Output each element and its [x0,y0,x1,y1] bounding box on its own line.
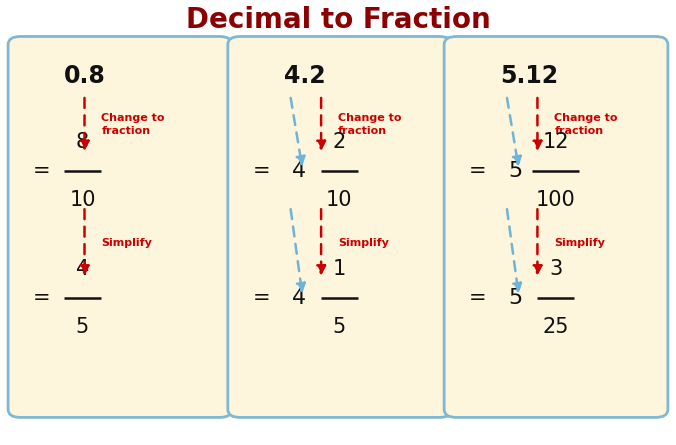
Text: Decimal to Fraction: Decimal to Fraction [186,6,490,34]
Text: Simplify: Simplify [101,238,152,247]
Text: Simplify: Simplify [554,238,605,247]
Text: 5: 5 [76,317,89,337]
Text: =: = [33,288,51,308]
FancyBboxPatch shape [228,36,452,417]
Text: =: = [253,162,270,181]
Text: 3: 3 [549,259,562,279]
FancyBboxPatch shape [444,36,668,417]
Text: Simplify: Simplify [338,238,389,247]
Text: =: = [253,288,270,308]
Text: 5: 5 [508,162,523,181]
Text: Change to
fraction: Change to fraction [101,113,165,136]
Text: 25: 25 [542,317,569,337]
Text: =: = [469,288,487,308]
Text: 1: 1 [333,259,346,279]
Text: 4.2: 4.2 [284,64,326,88]
Text: 10: 10 [326,190,353,210]
Text: 4: 4 [292,162,306,181]
Text: 8: 8 [76,133,89,152]
Text: Change to
fraction: Change to fraction [338,113,402,136]
FancyBboxPatch shape [8,36,232,417]
Text: Change to
fraction: Change to fraction [554,113,618,136]
Text: =: = [469,162,487,181]
Text: 0.8: 0.8 [64,64,106,88]
Text: 5: 5 [333,317,346,337]
Text: 4: 4 [292,288,306,308]
Text: 5: 5 [508,288,523,308]
Text: 2: 2 [333,133,346,152]
Text: 10: 10 [69,190,96,210]
Text: 12: 12 [542,133,569,152]
Text: 100: 100 [536,190,575,210]
Text: 5.12: 5.12 [500,64,558,88]
Text: =: = [33,162,51,181]
Text: 4: 4 [76,259,89,279]
